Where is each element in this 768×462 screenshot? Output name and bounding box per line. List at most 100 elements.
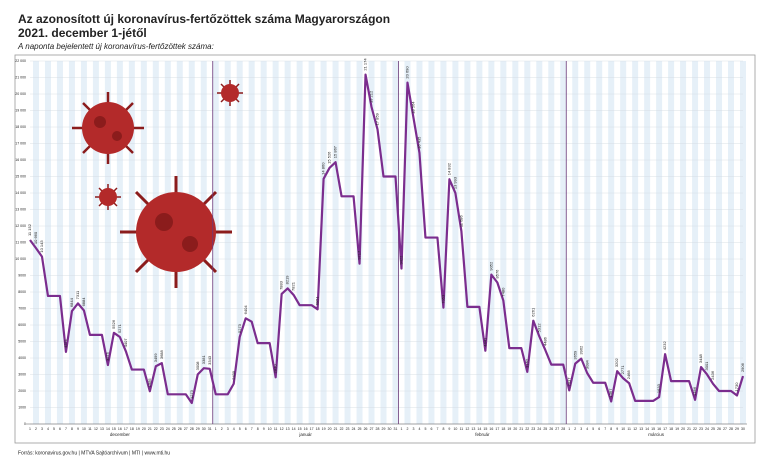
x-tick-label: 15 [483,427,487,431]
x-tick-label: 30 [741,427,745,431]
data-label: 21 174 [363,58,368,71]
x-tick-label: 3 [41,427,43,431]
month-label: február [475,432,490,437]
data-label: 3202 [614,357,619,367]
y-tick-label: 0 [24,422,26,426]
data-label: 2468 [626,370,631,380]
x-tick-label: 18 [130,427,134,431]
y-tick-label: 11 000 [16,240,26,244]
x-tick-label: 23 [699,427,703,431]
x-tick-label: 9 [263,427,265,431]
data-label: 2830 [273,364,278,374]
data-label: 3162 [524,358,529,368]
data-label: 8576 [494,269,499,279]
x-tick-label: 14 [106,427,110,431]
x-tick-label: 30 [388,427,392,431]
y-tick-label: 10 000 [15,257,26,261]
x-tick-label: 28 [376,427,380,431]
x-tick-label: 26 [717,427,721,431]
x-tick-label: 20 [142,427,146,431]
footer-source: Forrás: koronavirus.gov.hu | MTVA Sajtóa… [18,450,170,456]
x-tick-label: 9 [448,427,450,431]
x-tick-label: 9 [616,427,618,431]
x-tick-label: 17 [310,427,314,431]
data-label: 8219 [285,275,290,285]
month-label: december [110,432,131,437]
x-tick-label: 29 [382,427,386,431]
x-tick-label: 8 [257,427,259,431]
x-tick-label: 5 [424,427,426,431]
data-label: 9717 [357,250,362,260]
data-label: 3688 [159,349,164,359]
data-label: 7821 [291,281,296,291]
x-tick-label: 15 [651,427,655,431]
x-tick-label: 21 [687,427,691,431]
x-tick-label: 27 [555,427,559,431]
y-tick-label: 1000 [18,405,26,409]
chart-title: Az azonosított új koronavírus-fertőzötte… [18,12,390,26]
x-tick-label: 7 [65,427,67,431]
x-tick-label: 6 [430,427,432,431]
x-tick-label: 29 [196,427,200,431]
data-label: 3575 [105,351,110,361]
data-label: 4486 [542,336,547,346]
month-label: január [298,432,312,437]
data-label: 4232 [662,340,667,350]
x-tick-label: 31 [394,427,398,431]
y-tick-label: 4000 [18,356,26,360]
x-tick-label: 1 [215,427,217,431]
x-tick-label: 12 [94,427,98,431]
data-label: 19 212 [369,90,374,103]
data-label: 1985 [147,378,152,388]
x-tick-label: 22 [693,427,697,431]
x-tick-label: 2 [221,427,223,431]
x-tick-label: 26 [549,427,553,431]
virus [95,184,121,210]
x-tick-label: 30 [202,427,206,431]
data-label: 7480 [500,287,505,297]
chart-subtitle: A naponta bejelentett új koronavírus-fer… [17,42,214,51]
x-tick-label: 3 [580,427,582,431]
y-tick-label: 21 000 [15,75,26,79]
x-tick-label: 16 [118,427,122,431]
x-tick-label: 19 [136,427,140,431]
x-tick-label: 17 [663,427,667,431]
x-tick-label: 22 [154,427,158,431]
chart-title-line2: 2021. december 1-jétől [18,26,147,40]
data-label: 4441 [482,337,487,347]
x-tick-label: 12 [465,427,469,431]
x-tick-label: 17 [495,427,499,431]
chart-frame [14,54,756,444]
x-tick-label: 25 [172,427,176,431]
x-tick-label: 5 [53,427,55,431]
x-tick-label: 25 [358,427,362,431]
y-tick-label: 7000 [18,306,26,310]
x-tick-label: 20 [328,427,332,431]
y-tick-label: 16 000 [15,158,26,162]
x-tick-label: 14 [645,427,649,431]
x-tick-label: 23 [160,427,164,431]
x-tick-label: 11 [460,427,464,431]
y-tick-label: 6000 [18,323,26,327]
data-label: 3008 [195,361,200,371]
x-tick-label: 7 [436,427,438,431]
x-tick-label: 17 [124,427,128,431]
x-tick-label: 6 [598,427,600,431]
data-label: 2436 [710,370,715,380]
virus [72,92,144,164]
data-label: 5312 [536,323,541,333]
x-tick-label: 14 [292,427,296,431]
data-label: 6261 [530,307,535,317]
x-tick-label: 8 [71,427,73,431]
x-tick-label: 5 [592,427,594,431]
data-label: 15 526 [327,151,332,164]
data-label: 4371 [63,338,68,348]
data-label: 10 660 [33,231,38,244]
data-label: 7883 [279,280,284,290]
data-label: 3659 [572,350,577,360]
x-tick-label: 3 [412,427,414,431]
data-label: 15 867 [333,145,338,158]
y-tick-label: 5000 [18,339,26,343]
data-label: 13 993 [452,176,457,189]
